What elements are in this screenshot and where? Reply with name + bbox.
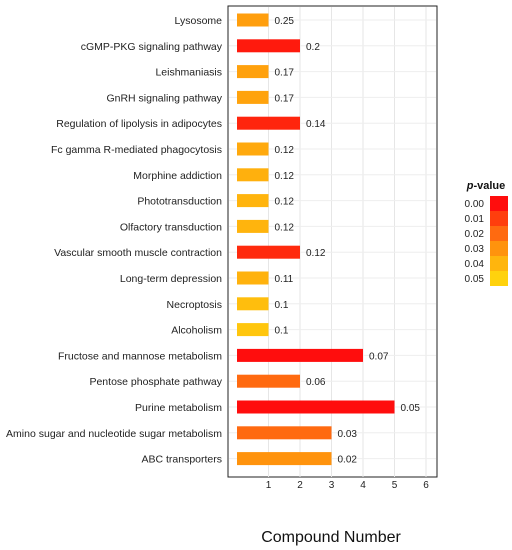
category-label: Phototransduction — [137, 196, 222, 208]
bar-value-label: 0.12 — [275, 197, 295, 208]
legend-title-rest: -value — [473, 180, 505, 192]
bar-value-label: 0.11 — [275, 274, 294, 285]
legend-swatch — [490, 226, 508, 241]
x-tick-label: 3 — [329, 480, 335, 491]
legend-label: 0.04 — [465, 259, 485, 270]
x-tick-label: 2 — [297, 480, 303, 491]
bar — [237, 116, 300, 130]
bar-value-label: 0.1 — [275, 326, 289, 337]
x-tick-label: 5 — [392, 480, 398, 491]
bar-value-label: 0.14 — [306, 119, 326, 130]
bar — [237, 271, 269, 285]
category-label: Purine metabolism — [135, 402, 222, 414]
legend-swatch — [490, 241, 508, 256]
category-label: Necroptosis — [167, 299, 222, 311]
category-label: Olfactory transduction — [120, 221, 222, 233]
bar — [237, 297, 269, 311]
bar — [237, 452, 332, 466]
bar — [237, 400, 395, 414]
bar — [237, 13, 269, 27]
x-tick-label: 1 — [266, 480, 272, 491]
bar-value-label: 0.05 — [401, 403, 421, 414]
category-label: Amino sugar and nucleotide sugar metabol… — [6, 428, 222, 440]
bar-value-label: 0.06 — [306, 377, 326, 388]
bar-value-label: 0.25 — [275, 16, 295, 27]
bar — [237, 348, 363, 362]
bar-value-label: 0.2 — [306, 42, 320, 53]
bar — [237, 194, 269, 208]
value-labels: 0.25 0.2 0.17 0.17 0.14 0.12 0.12 0.12 0.12 0.12 0… — [275, 16, 421, 466]
legend-swatch — [490, 211, 508, 226]
category-label: Leishmaniasis — [155, 67, 222, 79]
legend-title-italic: p — [466, 180, 474, 192]
bar — [237, 39, 300, 53]
category-label: Alcoholism — [171, 325, 222, 337]
bar-value-label: 0.03 — [338, 429, 358, 440]
category-label: Regulation of lipolysis in adipocytes — [56, 118, 222, 130]
legend-swatch — [490, 256, 508, 271]
bar-value-label: 0.17 — [275, 68, 295, 79]
bar — [237, 168, 269, 182]
category-labels: Lysosome cGMP-PKG signaling pathway Leishm… — [6, 15, 223, 466]
category-label: Pentose phosphate pathway — [89, 376, 222, 388]
legend-label: 0.05 — [465, 274, 485, 285]
legend-label: 0.02 — [465, 229, 485, 240]
legend-label: 0.03 — [465, 244, 485, 255]
category-label: cGMP-PKG signaling pathway — [81, 41, 223, 53]
bar — [237, 245, 300, 259]
bar-value-label: 0.02 — [338, 455, 358, 466]
bar-value-label: 0.07 — [369, 351, 389, 362]
legend-swatch — [490, 271, 508, 286]
category-label: Fructose and mannose metabolism — [58, 350, 222, 362]
category-label: Vascular smooth muscle contraction — [54, 247, 222, 259]
bar — [237, 142, 269, 156]
legend-label: 0.01 — [465, 214, 485, 225]
bar-value-label: 0.1 — [275, 300, 289, 311]
bar — [237, 374, 300, 388]
legend-swatch — [490, 196, 508, 211]
category-label: ABC transporters — [141, 454, 222, 466]
category-label: Lysosome — [175, 15, 223, 27]
legend: p-value 0.00 0.01 0.02 0.03 0.04 0.05 — [465, 180, 508, 286]
bar-series — [237, 13, 395, 466]
x-axis-label: Compound Number — [261, 529, 401, 546]
plot-area — [227, 5, 438, 478]
legend-title: p-value — [466, 180, 506, 192]
bar-value-label: 0.12 — [306, 248, 326, 259]
x-tick-label: 4 — [360, 480, 366, 491]
bar-value-label: 0.17 — [275, 93, 295, 104]
legend-label: 0.00 — [465, 199, 485, 210]
bar — [237, 323, 269, 337]
category-label: Fc gamma R-mediated phagocytosis — [51, 144, 222, 156]
x-tick-labels: 1 2 3 4 5 6 — [266, 480, 430, 491]
category-label: GnRH signaling pathway — [106, 92, 222, 104]
bar — [237, 90, 269, 104]
bar — [237, 219, 269, 233]
bar — [237, 426, 332, 440]
bar-value-label: 0.12 — [275, 222, 295, 233]
bar — [237, 65, 269, 79]
bar-value-label: 0.12 — [275, 171, 295, 182]
x-tick-label: 6 — [423, 480, 429, 491]
category-label: Morphine addiction — [133, 170, 222, 182]
category-label: Long-term depression — [120, 273, 222, 285]
bar-value-label: 0.12 — [275, 145, 295, 156]
